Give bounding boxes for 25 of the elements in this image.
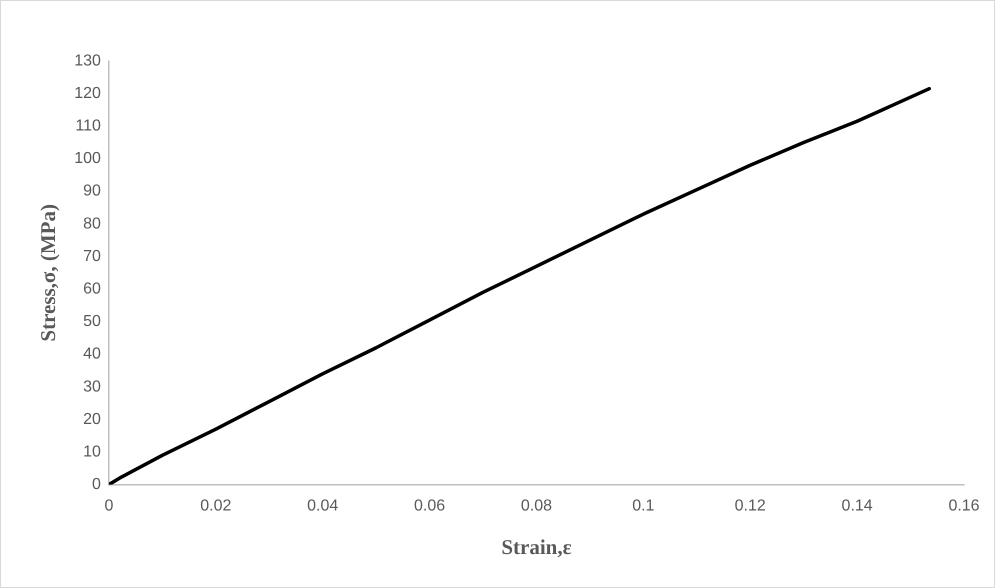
y-tick-label: 30 (83, 378, 101, 396)
y-tick-label: 10 (83, 443, 101, 460)
y-tick-label: 80 (83, 215, 101, 232)
x-tick-label: 0.12 (734, 498, 766, 515)
y-tick-label: 50 (83, 313, 101, 330)
x-tick-label: 0.06 (414, 498, 446, 515)
x-tick-label: 0.1 (632, 498, 655, 515)
x-tick-label: 0.14 (842, 498, 873, 515)
y-tick-label: 110 (75, 118, 101, 135)
x-tick-label: 0.08 (520, 498, 552, 515)
y-tick-label: 130 (74, 52, 101, 70)
y-tick-label: 40 (83, 346, 101, 363)
x-tick-label: 0 (104, 498, 114, 515)
y-tick-label: 90 (83, 182, 101, 200)
y-tick-label: 70 (83, 248, 101, 265)
y-tick-label: 0 (92, 476, 101, 494)
x-axis-title: Strain,ε (501, 534, 572, 559)
y-tick-label: 100 (74, 150, 101, 168)
x-tick-label: 0.16 (948, 498, 980, 515)
x-tick-label: 0.02 (200, 498, 232, 515)
y-tick-label: 20 (83, 410, 101, 428)
y-tick-label: 60 (83, 280, 101, 298)
y-axis-title: Stress,σ, (MPa) (36, 204, 60, 342)
x-tick-label: 0.04 (307, 498, 338, 515)
y-tick-label: 120 (74, 84, 101, 102)
